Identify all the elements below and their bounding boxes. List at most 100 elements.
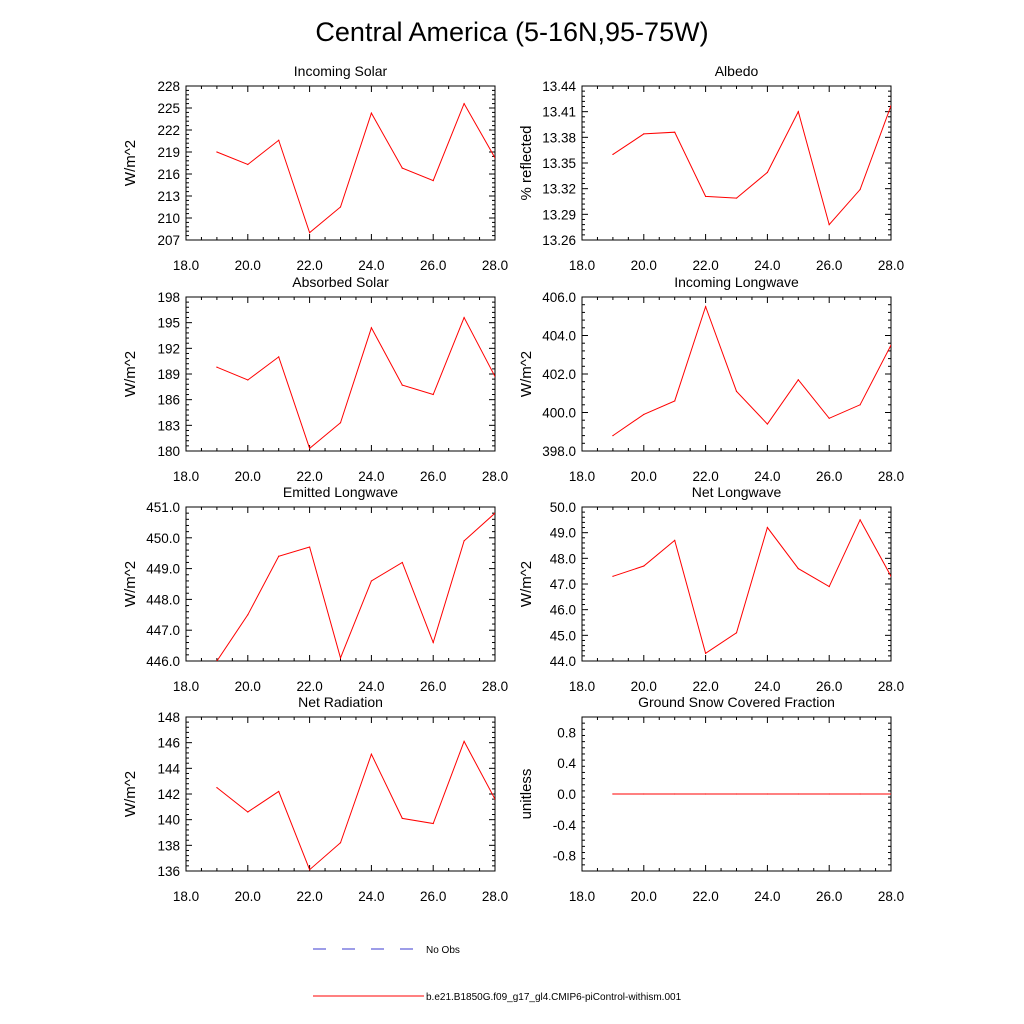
y-tick-label: 144 (157, 761, 180, 776)
y-tick-label: 207 (157, 233, 180, 248)
data-point (494, 798, 495, 800)
panel-title: Net Radiation (298, 694, 383, 710)
x-tick-label: 26.0 (420, 258, 446, 273)
y-tick-label: 189 (157, 367, 180, 382)
x-tick-label: 18.0 (569, 679, 595, 694)
data-point (278, 790, 280, 793)
y-tick-label: 0.4 (557, 756, 576, 771)
data-point (370, 112, 372, 114)
x-tick-label: 26.0 (420, 889, 446, 904)
data-point (278, 555, 280, 557)
y-axis-label: W/m^2 (518, 351, 535, 397)
data-point (247, 811, 249, 813)
x-tick-label: 28.0 (878, 889, 904, 904)
data-point (797, 379, 799, 381)
x-tick-label: 24.0 (754, 258, 780, 273)
x-tick-label: 22.0 (692, 469, 718, 484)
data-point (463, 540, 465, 542)
plot-frame (581, 85, 892, 241)
x-tick-label: 18.0 (173, 258, 199, 273)
panel-title: Absorbed Solar (292, 274, 389, 290)
data-point (643, 793, 645, 795)
data-point (339, 842, 342, 844)
data-point (890, 575, 891, 577)
data-point (494, 157, 495, 159)
data-point (494, 512, 495, 514)
x-tick-label: 28.0 (482, 679, 508, 694)
data-point (432, 180, 434, 182)
data-point (674, 131, 676, 133)
data-point (705, 793, 707, 795)
y-tick-label: 148 (157, 710, 180, 725)
y-axis-label: % reflected (518, 125, 535, 200)
data-point (797, 568, 799, 570)
y-tick-label: 142 (157, 787, 180, 802)
y-axis-label: W/m^2 (518, 561, 535, 607)
data-point (432, 393, 434, 396)
data-point (370, 580, 372, 582)
y-axis-label: W/m^2 (122, 771, 139, 817)
legend: No Obs b.e21.B1850G.f09_g17_gl4.CMIP6-pi… (313, 945, 682, 1003)
x-tick-label: 26.0 (816, 679, 842, 694)
x-tick-label: 20.0 (235, 469, 261, 484)
series-line (216, 740, 495, 871)
panels-group: Incoming Solar W/m^2 18.0 20.0 22.0 24.0 26.0 2… (122, 63, 904, 904)
legend-obs-label: No Obs (426, 945, 460, 956)
y-tick-label: 402.0 (542, 367, 576, 382)
y-tick-label: 0.0 (557, 787, 576, 802)
data-point (705, 306, 707, 308)
series-line (612, 305, 891, 437)
data-point (309, 869, 311, 871)
data-point (797, 111, 799, 113)
plot-frame (185, 85, 496, 241)
x-tick-label: 24.0 (754, 469, 780, 484)
data-point (859, 793, 861, 795)
x-tick-label: 28.0 (878, 679, 904, 694)
y-axis-label: W/m^2 (122, 351, 139, 397)
data-point (890, 105, 891, 107)
y-tick-label: 451.0 (146, 500, 180, 515)
y-tick-label: 448.0 (146, 592, 180, 607)
figure-title: Central America (5-16N,95-75W) (315, 17, 708, 47)
y-tick-label: 0.8 (557, 725, 576, 740)
y-tick-label: 216 (157, 167, 180, 182)
y-axis-label: W/m^2 (122, 561, 139, 607)
x-tick-label: 28.0 (878, 258, 904, 273)
data-point (735, 197, 738, 199)
y-tick-label: 449.0 (146, 562, 180, 577)
data-point (401, 561, 403, 564)
x-tick-label: 18.0 (569, 889, 595, 904)
data-point (735, 390, 738, 392)
data-point (247, 614, 249, 616)
data-point (828, 224, 830, 226)
y-tick-label: 140 (157, 813, 180, 828)
panel-title: Emitted Longwave (283, 484, 398, 500)
y-tick-label: 13.35 (542, 156, 576, 171)
x-tick-label: 20.0 (631, 889, 657, 904)
y-tick-label: 13.44 (542, 79, 576, 94)
data-point (828, 417, 830, 419)
x-tick-label: 28.0 (878, 469, 904, 484)
panel-title: Albedo (715, 63, 759, 79)
chart-panel-1: Incoming Solar W/m^2 18.0 20.0 22.0 24.0 26.0 2… (122, 63, 508, 273)
y-tick-label: 198 (157, 290, 180, 305)
series-line (216, 316, 495, 450)
data-point (247, 379, 249, 381)
chart-panel-4: Incoming Longwave W/m^2 18.0 20.0 22.0 24.0 26… (518, 274, 904, 484)
data-point (401, 384, 403, 386)
x-tick-label: 18.0 (173, 469, 199, 484)
y-tick-label: 45.0 (550, 628, 576, 643)
y-tick-label: 398.0 (542, 444, 576, 459)
plot-frame (185, 716, 496, 872)
chart-panel-5: Emitted Longwave W/m^2 18.0 20.0 22.0 24.0 26.… (122, 484, 508, 694)
series-line (612, 518, 891, 655)
data-point (494, 375, 495, 378)
x-tick-label: 24.0 (358, 469, 384, 484)
data-point (674, 793, 676, 795)
y-tick-label: 447.0 (146, 623, 180, 638)
y-tick-label: 13.29 (542, 207, 576, 222)
data-point (401, 817, 403, 819)
panel-title: Ground Snow Covered Fraction (638, 694, 835, 710)
chart-panel-6: Net Longwave W/m^2 18.0 20.0 22.0 24.0 26.0 28.… (518, 484, 904, 694)
y-tick-label: 210 (157, 211, 180, 226)
